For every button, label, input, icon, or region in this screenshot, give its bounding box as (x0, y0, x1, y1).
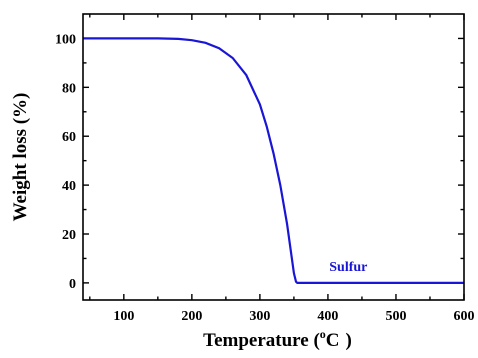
x-tick-label: 300 (249, 309, 270, 324)
x-tick-label: 200 (181, 309, 202, 324)
x-tick-label: 100 (113, 309, 134, 324)
annotation-sulfur: Sulfur (329, 260, 367, 275)
y-tick-label: 100 (55, 32, 76, 47)
x-axis-label-degree: o (320, 327, 326, 341)
x-tick-label: 600 (454, 309, 475, 324)
x-axis-label-unit: C (326, 330, 340, 351)
y-tick-label: 0 (69, 277, 76, 292)
x-tick-label: 500 (385, 309, 406, 324)
y-tick-label: 60 (62, 130, 76, 145)
plot-frame (82, 13, 465, 301)
x-axis-label-close: ) (346, 330, 352, 351)
x-tick-label: 400 (317, 309, 338, 324)
y-axis-label: Weight loss (%) (10, 93, 31, 222)
series-line-sulfur (83, 37, 464, 284)
y-tick-label: 40 (62, 179, 76, 194)
tick-labels-layer: 100 200 300 400 500 600 0 20 40 60 80 100 (55, 32, 475, 324)
y-tick-label: 80 (62, 81, 76, 96)
x-axis-label: Temperature (oC) (203, 327, 352, 351)
x-axis-label-text: Temperature ( (203, 330, 320, 351)
y-tick-label: 20 (62, 228, 76, 243)
